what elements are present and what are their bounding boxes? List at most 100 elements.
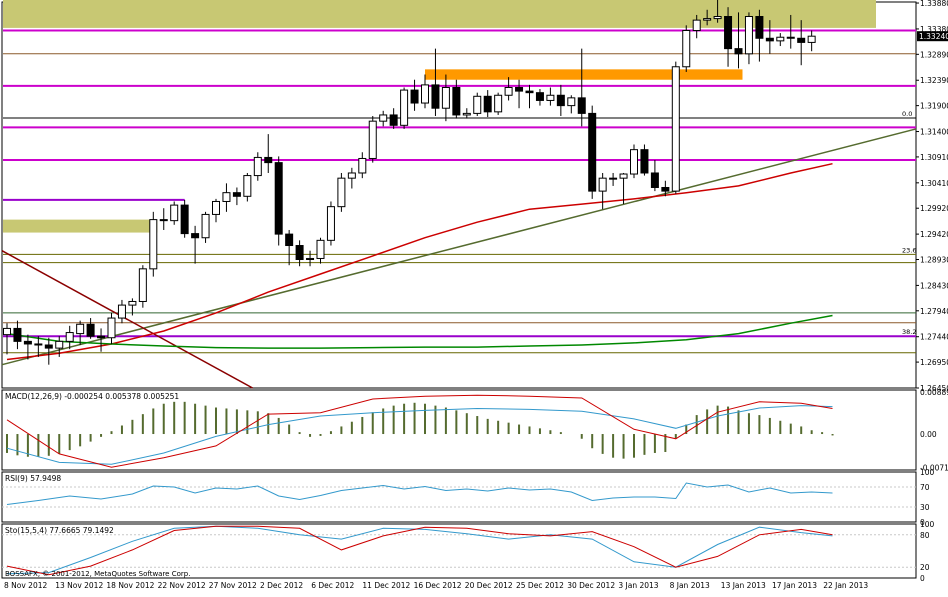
candle	[755, 9, 764, 62]
x-tick-label: 17 Jan 2013	[772, 581, 817, 590]
bear-candle-body	[734, 48, 743, 55]
current-price-marker	[917, 31, 948, 42]
candle	[567, 95, 576, 114]
candle	[598, 172, 607, 210]
bull-candle-body	[128, 300, 137, 306]
bull-candle-body	[504, 86, 513, 96]
bull-candle-body	[744, 16, 753, 55]
x-tick-label: 22 Nov 2012	[158, 581, 206, 590]
candle	[170, 201, 179, 225]
x-tick-label: 18 Nov 2012	[106, 581, 154, 590]
bear-candle-body	[295, 245, 304, 261]
bear-candle-body	[180, 204, 189, 235]
bull-candle-body	[212, 200, 220, 215]
rsi-y-tick-label: 0	[920, 518, 925, 527]
watermark: BOSSAFX, © 2001-2012, MetaQuotes Softwar…	[5, 570, 190, 578]
x-tick-label: 27 Nov 2012	[209, 581, 257, 590]
candle	[609, 172, 618, 186]
candle	[34, 336, 43, 357]
candle	[619, 172, 628, 205]
stochastic-title: Sto(15,5,4) 77.6665 79.1492	[5, 526, 114, 535]
candle	[326, 201, 335, 246]
candle	[692, 14, 701, 39]
candle	[807, 30, 816, 52]
bear-candle-body	[755, 16, 764, 39]
fib-level-0-label: 0.0	[902, 110, 912, 118]
bull-candle-body	[358, 157, 367, 174]
candle	[483, 90, 492, 118]
candle	[410, 79, 419, 111]
stochastic-y-tick-label: 0	[920, 574, 925, 583]
bear-candle-body	[389, 114, 398, 126]
bull-candle-body	[692, 19, 701, 31]
bull-candle-body	[776, 36, 785, 42]
candle	[159, 208, 168, 230]
candle	[55, 336, 64, 357]
candle	[650, 160, 659, 192]
bull-candle-body	[400, 89, 409, 126]
bull-candle-body	[473, 95, 482, 114]
bull-candle-body	[609, 177, 618, 180]
bull-candle-body	[619, 173, 628, 179]
x-tick-label: 6 Dec 2012	[311, 581, 354, 590]
candle	[724, 7, 733, 67]
red-moving-average	[6, 162, 833, 361]
y-tick-label: 1.33880	[920, 0, 948, 8]
y-tick-label: 1.31400	[920, 128, 948, 137]
candle	[703, 9, 712, 26]
bull-candle-body	[65, 332, 74, 342]
candle	[274, 156, 283, 246]
bull-candle-body	[326, 206, 335, 241]
bear-candle-body	[410, 89, 419, 104]
y-tick-label: 1.26950	[920, 358, 948, 367]
bear-candle-body	[525, 90, 534, 94]
bear-candle-body	[431, 84, 440, 109]
pane-frame-sto	[1, 523, 917, 579]
bear-candle-body	[515, 86, 524, 92]
bear-candle-body	[86, 323, 95, 337]
stochastic-y-tick-label: 100	[920, 520, 935, 529]
candle	[347, 167, 356, 189]
y-tick-label: 1.30910	[920, 153, 948, 162]
candle	[577, 48, 586, 127]
bull-candle-body	[441, 86, 450, 109]
current-price-label: 1.33240	[919, 32, 948, 41]
pane-frame-macd	[1, 389, 917, 471]
candle	[3, 323, 11, 355]
bull-candle-body	[598, 177, 607, 192]
candle	[797, 20, 806, 66]
candle	[201, 211, 210, 243]
candle	[337, 172, 346, 212]
candle	[494, 92, 503, 115]
x-tick-label: 3 Jan 2013	[618, 581, 658, 590]
y-tick-label: 1.30410	[920, 179, 948, 188]
x-tick-label: 25 Dec 2012	[516, 581, 564, 590]
candle	[149, 211, 158, 277]
candle	[117, 299, 126, 324]
stochastic-y-tick-label: 80	[920, 531, 930, 540]
candle	[107, 312, 116, 344]
bear-candle-body	[23, 340, 32, 345]
candle	[661, 180, 670, 197]
candle	[535, 89, 544, 106]
bear-candle-body	[285, 233, 294, 247]
stochastic-signal-line	[6, 525, 833, 576]
rsi-y-tick-label: 70	[920, 483, 930, 492]
bull-candle-body	[671, 66, 680, 192]
bull-candle-body	[138, 268, 147, 302]
bear-candle-body	[556, 94, 565, 107]
bull-candle-body	[368, 120, 377, 159]
bear-candle-body	[535, 92, 544, 101]
bear-candle-body	[191, 233, 200, 239]
candle	[473, 92, 482, 116]
x-tick-label: 8 Nov 2012	[4, 581, 47, 590]
candle	[65, 325, 74, 350]
candle	[23, 334, 32, 360]
bull-candle-body	[546, 94, 555, 101]
candle	[358, 152, 367, 179]
bull-candle-body	[379, 114, 388, 122]
x-tick-label: 16 Dec 2012	[414, 581, 462, 590]
bull-candle-body	[3, 327, 11, 336]
bear-candle-body	[452, 86, 461, 116]
